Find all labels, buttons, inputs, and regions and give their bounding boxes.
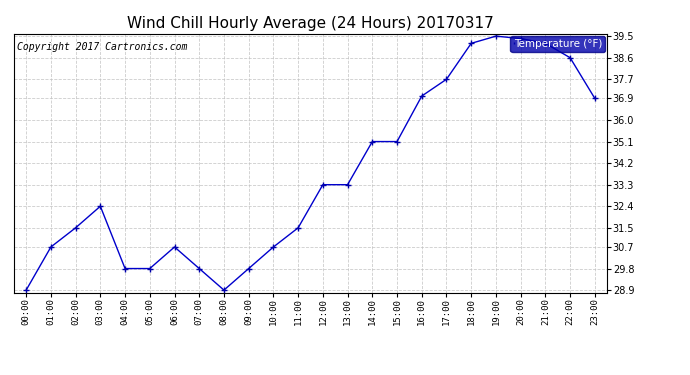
Title: Wind Chill Hourly Average (24 Hours) 20170317: Wind Chill Hourly Average (24 Hours) 201… — [127, 16, 494, 31]
Text: Copyright 2017 Cartronics.com: Copyright 2017 Cartronics.com — [17, 42, 187, 51]
Legend: Temperature (°F): Temperature (°F) — [511, 36, 605, 52]
